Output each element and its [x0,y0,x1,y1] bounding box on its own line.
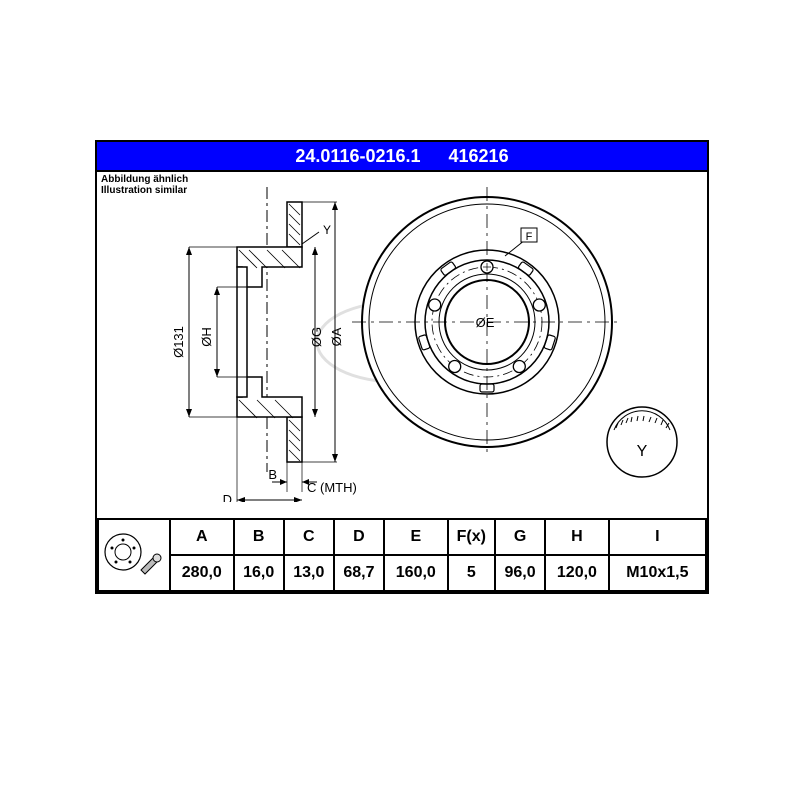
val-D: 68,7 [334,555,384,591]
val-A: 280,0 [170,555,234,591]
label-Y-detail: Y [637,443,648,460]
label-OH: ØH [199,327,214,347]
disc-icon-cell [98,519,170,591]
label-B: B [268,467,277,482]
val-F: 5 [448,555,495,591]
label-F: F [526,231,533,243]
page-container: 24.0116-0216.1 416216 Abbildung ähnlich … [50,50,750,750]
disc-icon [99,522,165,588]
col-I: I [609,519,706,555]
val-C: 13,0 [284,555,334,591]
col-C: C [284,519,334,555]
table-value-row: 280,0 16,0 13,0 68,7 160,0 5 96,0 120,0 … [98,555,706,591]
label-C: C (MTH) [307,480,357,495]
label-OG: ØG [309,327,324,347]
short-code: 416216 [449,146,509,167]
val-I: M10x1,5 [609,555,706,591]
label-D: D [223,492,232,502]
col-F: F(x) [448,519,495,555]
label-OE: ØE [476,315,495,330]
col-D: D [334,519,384,555]
val-E: 160,0 [384,555,448,591]
label-OA: ØA [329,327,344,346]
label-Y: Y [323,223,331,237]
val-G: 96,0 [495,555,545,591]
table-header-row: A B C D E F(x) G H I [98,519,706,555]
label-dia131: Ø131 [171,326,186,358]
col-B: B [234,519,284,555]
part-number: 24.0116-0216.1 [295,146,420,167]
spec-table: A B C D E F(x) G H I 280,0 16,0 13,0 68,… [97,518,707,592]
col-G: G [495,519,545,555]
col-H: H [545,519,609,555]
col-A: A [170,519,234,555]
header-bar: 24.0116-0216.1 416216 [97,142,707,172]
val-B: 16,0 [234,555,284,591]
technical-drawing-svg: Ate [97,172,703,502]
drawing-area: Ate [97,172,703,502]
drawing-frame: 24.0116-0216.1 416216 Abbildung ähnlich … [95,140,709,594]
val-H: 120,0 [545,555,609,591]
col-E: E [384,519,448,555]
